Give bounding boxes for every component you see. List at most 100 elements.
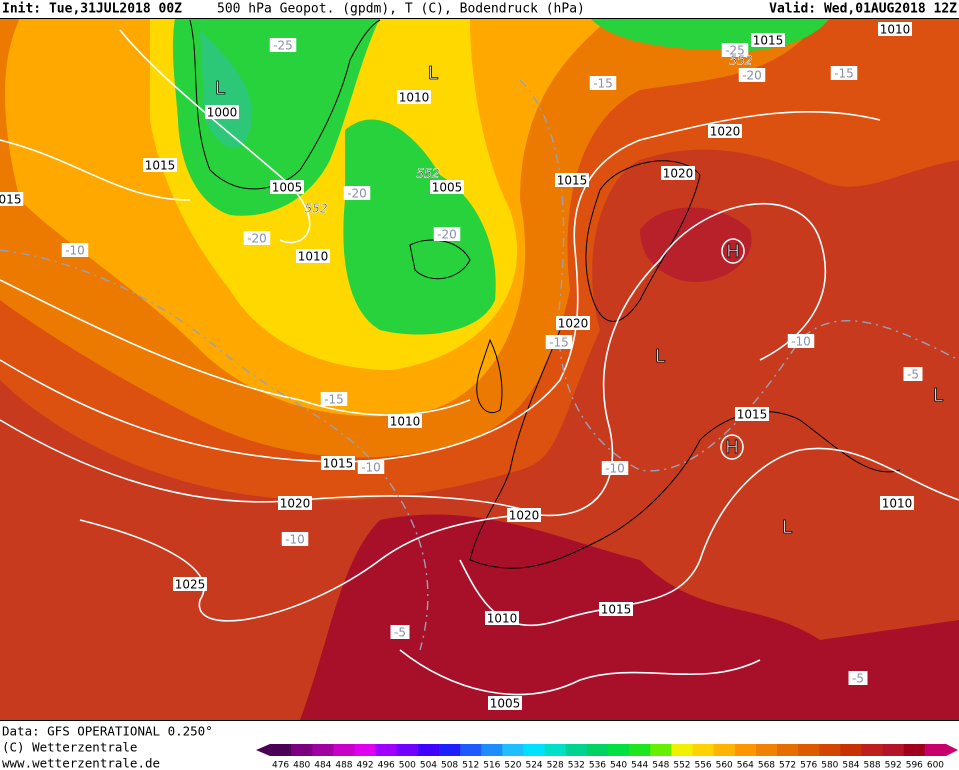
temperature-label: -20 bbox=[347, 187, 367, 201]
temperature-label: -10 bbox=[65, 244, 85, 258]
temperature-label: -20 bbox=[437, 228, 457, 242]
init-time: Init: Tue,31JUL2018 00Z bbox=[2, 2, 182, 17]
legend-swatch bbox=[544, 744, 567, 756]
isobar-label: 1015 bbox=[601, 603, 632, 617]
isobar bbox=[119, 29, 311, 244]
isobar-label: 1015 bbox=[145, 159, 176, 173]
isobar-label: 1015 bbox=[737, 408, 768, 422]
legend-swatch bbox=[502, 744, 524, 756]
legend-tick-label: 520 bbox=[504, 761, 521, 770]
legend-tick-label: 560 bbox=[716, 761, 733, 770]
legend-swatch bbox=[270, 744, 292, 756]
isobar bbox=[79, 514, 521, 622]
legend-arrow bbox=[946, 744, 958, 756]
label-box bbox=[735, 407, 769, 421]
legend-tick-label: 580 bbox=[821, 761, 838, 770]
legend-tick-label: 516 bbox=[483, 761, 500, 770]
temperature-label: -5 bbox=[907, 368, 919, 382]
legend-swatch bbox=[333, 744, 355, 756]
field-592 bbox=[300, 514, 959, 720]
valid-time: Valid: Wed,01AUG2018 12Z bbox=[769, 2, 957, 17]
legend-tick-label: 492 bbox=[356, 761, 373, 770]
coastline bbox=[409, 239, 471, 280]
pressure-center: H bbox=[726, 241, 740, 262]
isobar-label: 1005 bbox=[490, 697, 521, 711]
legend-tick-label: 512 bbox=[462, 761, 479, 770]
label-box bbox=[0, 192, 24, 206]
legend-tick-label: 556 bbox=[694, 761, 711, 770]
label-box bbox=[357, 460, 385, 474]
coastline bbox=[469, 160, 901, 569]
legend-tick-label: 480 bbox=[293, 761, 310, 770]
data-source: Data: GFS OPERATIONAL 0.250° bbox=[2, 724, 213, 739]
label-box bbox=[321, 456, 355, 470]
website: www.wetterzentrale.de bbox=[2, 756, 160, 770]
label-box bbox=[556, 316, 590, 330]
label-box bbox=[708, 124, 742, 138]
legend-swatch bbox=[861, 744, 884, 756]
temperature-label: -10 bbox=[791, 335, 811, 349]
label-box bbox=[388, 414, 422, 428]
isobar-label: 1015 bbox=[323, 457, 354, 471]
legend-swatch bbox=[777, 744, 799, 756]
label-box bbox=[787, 334, 815, 348]
label-box bbox=[296, 249, 330, 263]
isobar-label: 1020 bbox=[558, 317, 589, 331]
isobar-label: 1005 bbox=[432, 181, 463, 195]
legend-tick-label: 564 bbox=[737, 761, 754, 770]
legend-tick-label: 488 bbox=[335, 761, 352, 770]
legend-swatch bbox=[523, 744, 546, 756]
label-box bbox=[880, 496, 914, 510]
legend-tick-label: 476 bbox=[272, 761, 289, 770]
coastline bbox=[476, 338, 503, 413]
isobar-label: 1000 bbox=[207, 106, 238, 120]
legend-swatch bbox=[755, 744, 778, 756]
isobar-label: 1020 bbox=[280, 497, 311, 511]
label-box bbox=[589, 76, 617, 90]
legend-tick-label: 540 bbox=[610, 761, 627, 770]
high-marker bbox=[721, 238, 745, 264]
temperature-label: -5 bbox=[852, 672, 864, 686]
isobar-label: 1020 bbox=[663, 167, 694, 181]
label-box bbox=[173, 577, 207, 591]
legend-swatch bbox=[439, 744, 461, 756]
legend-tick-label: 592 bbox=[885, 761, 902, 770]
label-box bbox=[343, 186, 371, 200]
legend-tick-label: 504 bbox=[420, 761, 437, 770]
legend-tick-label: 588 bbox=[863, 761, 880, 770]
field-544 bbox=[343, 119, 496, 335]
isobar bbox=[0, 203, 826, 517]
temperature-label: -10 bbox=[285, 533, 305, 547]
temperature-label: -20 bbox=[742, 69, 762, 83]
temperature-label: -15 bbox=[324, 393, 344, 407]
temperature-label: -10 bbox=[361, 461, 381, 475]
legend-swatch bbox=[460, 744, 482, 756]
isobar-label: 1010 bbox=[399, 91, 430, 105]
label-box bbox=[485, 611, 519, 625]
legend-tick-label: 532 bbox=[568, 761, 585, 770]
legend-tick-label: 484 bbox=[314, 761, 331, 770]
label-box bbox=[269, 38, 297, 52]
label-box bbox=[143, 158, 177, 172]
temperature-label: -15 bbox=[593, 77, 613, 91]
pressure-center: L bbox=[655, 346, 665, 367]
legend-swatch bbox=[608, 744, 630, 756]
label-box bbox=[848, 671, 868, 685]
legend-tick-label: 576 bbox=[800, 761, 817, 770]
field bbox=[0, 18, 959, 720]
legend-tick-label: 500 bbox=[399, 761, 416, 770]
label-box bbox=[555, 173, 589, 187]
legend-tick-label: 568 bbox=[758, 761, 775, 770]
legend-swatch bbox=[734, 744, 757, 756]
copyright: (C) Wetterzentrale bbox=[2, 740, 137, 755]
legend-arrow bbox=[256, 744, 270, 756]
label-box bbox=[545, 335, 573, 349]
geopotential-label: 552 bbox=[417, 167, 440, 181]
pressure-center: L bbox=[933, 385, 943, 406]
label-box bbox=[270, 180, 304, 194]
label-box bbox=[738, 68, 766, 82]
geopotential-label: 552 bbox=[730, 54, 753, 68]
temperature-label: -5 bbox=[394, 626, 406, 640]
label-box bbox=[320, 392, 348, 406]
